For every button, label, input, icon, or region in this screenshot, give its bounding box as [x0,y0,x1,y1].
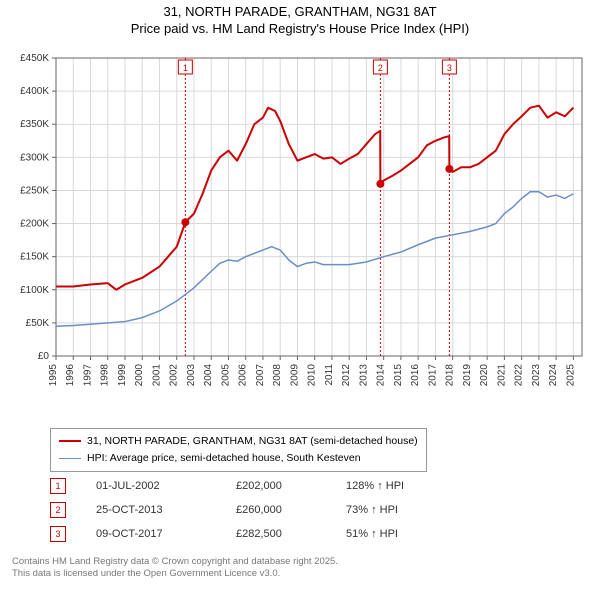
svg-text:£400K: £400K [20,86,49,97]
svg-text:2018: 2018 [445,364,456,387]
svg-text:1995: 1995 [48,364,59,387]
legend-label: HPI: Average price, semi-detached house,… [87,450,361,467]
legend: 31, NORTH PARADE, GRANTHAM, NG31 8AT (se… [50,428,427,472]
svg-text:£100K: £100K [20,285,49,296]
event-date: 01-JUL-2002 [96,480,236,492]
event-row: 3 09-OCT-2017£282,50051% ↑ HPI [50,522,404,546]
svg-text:2017: 2017 [427,364,438,387]
svg-text:2005: 2005 [220,364,231,387]
event-price: £282,500 [236,528,346,540]
svg-text:2023: 2023 [531,364,542,387]
svg-text:£250K: £250K [20,185,49,196]
svg-text:2011: 2011 [324,364,335,386]
svg-text:£450K: £450K [20,53,49,64]
svg-text:£300K: £300K [20,152,49,163]
event-marker: 3 [50,526,66,542]
event-row: 2 25-OCT-2013£260,00073% ↑ HPI [50,498,404,522]
footer-line1: Contains HM Land Registry data © Crown c… [12,556,338,567]
svg-text:2012: 2012 [341,364,352,387]
legend-swatch [59,440,81,442]
title-line1: 31, NORTH PARADE, GRANTHAM, NG31 8AT [163,4,436,19]
svg-text:1999: 1999 [117,364,128,387]
event-marker: 2 [50,502,66,518]
svg-text:£200K: £200K [20,219,49,230]
svg-text:2019: 2019 [462,364,473,387]
svg-text:1998: 1998 [100,364,111,387]
chart-title: 31, NORTH PARADE, GRANTHAM, NG31 8AT Pri… [0,0,600,38]
svg-text:£350K: £350K [20,119,49,130]
svg-text:2025: 2025 [565,364,576,387]
svg-text:2004: 2004 [203,364,214,387]
footer: Contains HM Land Registry data © Crown c… [12,556,338,581]
svg-text:£0: £0 [38,351,50,362]
svg-text:£150K: £150K [20,252,49,263]
chart-svg: £0 £50K £100K £150K £200K £250K £300K £350K £400… [8,48,592,418]
legend-item: 31, NORTH PARADE, GRANTHAM, NG31 8AT (se… [59,433,418,450]
svg-text:2021: 2021 [496,364,507,387]
title-line2: Price paid vs. HM Land Registry's House … [131,21,469,36]
event-marker: 1 [50,478,66,494]
event-delta: 128% ↑ HPI [346,480,404,492]
svg-text:£50K: £50K [26,318,50,329]
event-date: 09-OCT-2017 [96,528,236,540]
svg-text:2002: 2002 [169,364,180,387]
event-row: 1 01-JUL-2002£202,000128% ↑ HPI [50,474,404,498]
svg-text:1996: 1996 [65,364,76,387]
svg-text:3: 3 [447,63,452,73]
svg-text:2006: 2006 [238,364,249,387]
chart: £0 £50K £100K £150K £200K £250K £300K £350K £400… [8,48,592,423]
svg-text:2007: 2007 [255,364,266,387]
svg-text:2022: 2022 [514,364,525,387]
legend-label: 31, NORTH PARADE, GRANTHAM, NG31 8AT (se… [87,433,418,450]
svg-text:2: 2 [378,63,383,73]
legend-item: HPI: Average price, semi-detached house,… [59,450,418,467]
svg-text:2015: 2015 [393,364,404,387]
events-table: 1 01-JUL-2002£202,000128% ↑ HPI 2 25-OCT-20… [50,474,404,546]
svg-text:2008: 2008 [272,364,283,387]
event-date: 25-OCT-2013 [96,504,236,516]
svg-text:2003: 2003 [186,364,197,387]
svg-text:2000: 2000 [134,364,145,387]
svg-text:2016: 2016 [410,364,421,387]
footer-line2: This data is licensed under the Open Gov… [12,568,280,579]
svg-text:2001: 2001 [151,364,162,387]
svg-text:1: 1 [183,63,188,73]
event-price: £260,000 [236,504,346,516]
event-delta: 73% ↑ HPI [346,504,398,516]
event-price: £202,000 [236,480,346,492]
svg-text:2014: 2014 [376,364,387,387]
svg-text:2013: 2013 [358,364,369,387]
svg-text:2010: 2010 [307,364,318,387]
svg-text:2024: 2024 [548,364,559,387]
legend-swatch [59,458,81,459]
svg-text:2020: 2020 [479,364,490,387]
event-delta: 51% ↑ HPI [346,528,398,540]
svg-text:1997: 1997 [82,364,93,387]
svg-text:2009: 2009 [289,364,300,387]
